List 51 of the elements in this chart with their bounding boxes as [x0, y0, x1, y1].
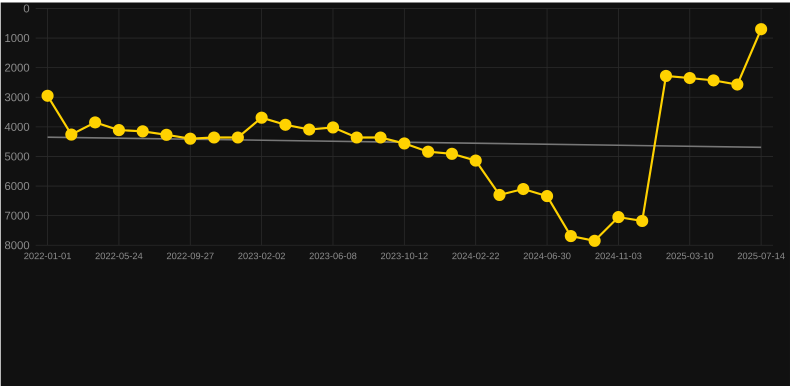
point [374, 131, 387, 144]
x-tick-label: 2024-06-30 [524, 252, 571, 260]
point [446, 148, 458, 160]
x-tick-label: 2025-03-10 [666, 252, 714, 260]
point [660, 70, 672, 82]
point [42, 90, 54, 102]
point [493, 188, 506, 201]
x-tick-label: 2022-01-01 [24, 252, 71, 260]
point [279, 118, 292, 131]
y-tick-label: 4000 [4, 122, 30, 131]
y-tick-label: 5000 [4, 152, 30, 160]
point [136, 125, 149, 138]
x-tick-label: 2022-05-24 [96, 252, 142, 260]
point [184, 132, 196, 145]
point [517, 182, 530, 196]
point [303, 123, 316, 136]
x-tick-label: 2024-11-03 [595, 252, 642, 260]
y-tick-label: 7000 [5, 212, 30, 220]
point [350, 131, 363, 144]
y-tick-label: 1000 [5, 34, 30, 42]
point [65, 128, 78, 141]
x-tick-label: 2022-09-27 [166, 252, 214, 260]
point [326, 121, 340, 134]
point [232, 131, 244, 144]
y-tick-label: 2000 [5, 64, 30, 72]
x-tick-label: 2025-07-14 [738, 252, 785, 260]
point [470, 154, 482, 167]
point [612, 211, 624, 224]
point [755, 23, 768, 36]
x-tick-label: 2023-06-08 [310, 252, 356, 260]
point [89, 116, 102, 128]
point [422, 146, 434, 158]
y-tick-label: 0 [24, 4, 30, 12]
point [160, 128, 173, 141]
point [112, 124, 125, 136]
point [540, 190, 554, 202]
y-tick-label: 8000 [4, 241, 30, 250]
y-tick-label: 3000 [4, 93, 30, 102]
point [256, 112, 268, 124]
x-tick-label: 2023-10-12 [380, 252, 428, 260]
y-tick-label: 6000 [5, 182, 30, 190]
point [684, 72, 696, 84]
point [707, 74, 720, 86]
point [564, 230, 577, 242]
point [731, 78, 744, 91]
point [398, 137, 410, 150]
point [636, 214, 648, 227]
x-tick-label: 2024-02-22 [452, 252, 500, 260]
point [588, 234, 601, 247]
x-tick-label: 2023-02-02 [238, 252, 286, 260]
point [208, 131, 220, 144]
